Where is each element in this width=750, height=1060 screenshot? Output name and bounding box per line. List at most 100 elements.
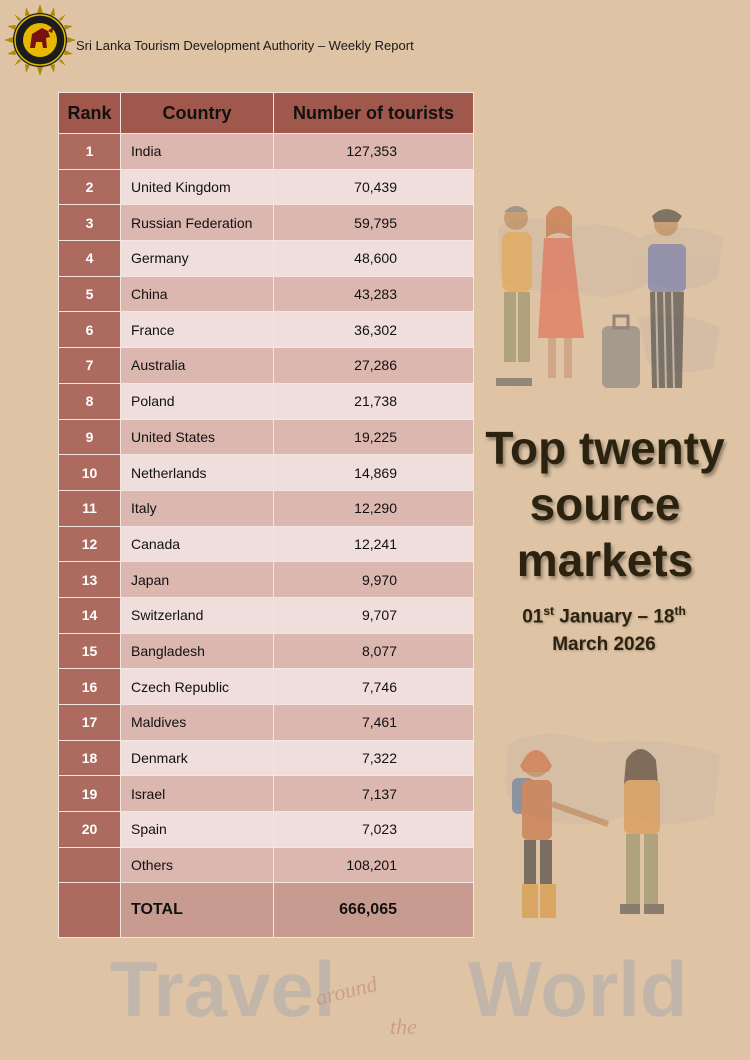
tourist-count-cell: 70,439 bbox=[273, 168, 474, 206]
tourists-with-luggage-icon bbox=[496, 206, 723, 389]
rank-cell: 15 bbox=[58, 632, 121, 670]
headline-line-1: Top twenty bbox=[485, 422, 725, 474]
start-month: January bbox=[559, 606, 633, 628]
rank-cell: 1 bbox=[58, 133, 121, 170]
tourists-column-header: Number of tourists bbox=[273, 92, 474, 134]
tourist-count-cell: 7,746 bbox=[273, 668, 474, 705]
source-markets-table: Rank Country Number of tourists 1 India 12… bbox=[58, 92, 474, 939]
date-separator: – bbox=[637, 606, 649, 628]
table-row: 5 China 43,283 bbox=[58, 275, 474, 313]
watermark-word-travel: Travel bbox=[110, 945, 336, 1033]
date-range: 01st January – 18th March 2026 bbox=[478, 597, 730, 659]
table-row: 3 Russian Federation 59,795 bbox=[58, 204, 474, 242]
rank-cell: 7 bbox=[58, 347, 121, 384]
end-day-suffix: th bbox=[674, 604, 686, 618]
table-row: 7 Australia 27,286 bbox=[58, 347, 474, 384]
table-row: 10 Netherlands 14,869 bbox=[58, 454, 474, 491]
total-rank-cell bbox=[58, 882, 121, 939]
headline-line-2: source bbox=[529, 478, 681, 530]
year: 2026 bbox=[613, 634, 656, 656]
tourist-count-cell: 48,600 bbox=[273, 240, 474, 277]
total-label: TOTAL bbox=[120, 882, 274, 939]
rank-cell: 10 bbox=[58, 454, 121, 491]
country-cell: United States bbox=[120, 418, 274, 456]
rank-cell: 19 bbox=[58, 775, 121, 813]
country-cell: Russian Federation bbox=[120, 204, 274, 242]
rank-cell bbox=[58, 846, 121, 884]
tourist-count-cell: 43,283 bbox=[273, 275, 474, 313]
tourist-count-cell: 36,302 bbox=[273, 311, 474, 349]
country-cell: United Kingdom bbox=[120, 168, 274, 206]
rank-column-header: Rank bbox=[58, 92, 121, 134]
table-row: 15 Bangladesh 8,077 bbox=[58, 632, 474, 670]
tourist-count-cell: 7,322 bbox=[273, 739, 474, 777]
total-row: TOTAL 666,065 bbox=[58, 882, 474, 939]
country-cell: Germany bbox=[120, 240, 274, 277]
end-month: March bbox=[552, 634, 609, 656]
table-row: Others 108,201 bbox=[58, 846, 474, 884]
country-cell: Italy bbox=[120, 489, 274, 527]
tourist-count-cell: 27,286 bbox=[273, 347, 474, 384]
tourist-count-cell: 59,795 bbox=[273, 204, 474, 242]
tourist-count-cell: 14,869 bbox=[273, 454, 474, 491]
country-cell: Others bbox=[120, 846, 274, 884]
country-cell: Spain bbox=[120, 811, 274, 848]
table-row: 19 Israel 7,137 bbox=[58, 775, 474, 813]
country-cell: Czech Republic bbox=[120, 668, 274, 705]
tourist-count-cell: 21,738 bbox=[273, 382, 474, 420]
tourist-count-cell: 7,137 bbox=[273, 775, 474, 813]
travel-around-the-world-watermark: Travel around the World bbox=[110, 945, 688, 1038]
table-row: 14 Switzerland 9,707 bbox=[58, 596, 474, 634]
headline: Top twenty source markets bbox=[470, 420, 740, 588]
table-row: 1 India 127,353 bbox=[58, 133, 474, 170]
table-body: 1 India 127,353 2 United Kingdom 70,439 3 Russi… bbox=[58, 133, 474, 939]
country-cell: China bbox=[120, 275, 274, 313]
tourist-count-cell: 108,201 bbox=[273, 846, 474, 884]
rank-cell: 20 bbox=[58, 811, 121, 848]
table-row: 4 Germany 48,600 bbox=[58, 240, 474, 277]
country-cell: Netherlands bbox=[120, 454, 274, 491]
rank-cell: 4 bbox=[58, 240, 121, 277]
tourist-count-cell: 19,225 bbox=[273, 418, 474, 456]
country-cell: Bangladesh bbox=[120, 632, 274, 670]
table-row: 16 Czech Republic 7,746 bbox=[58, 668, 474, 705]
country-cell: Japan bbox=[120, 561, 274, 598]
country-cell: Maldives bbox=[120, 704, 274, 741]
tourist-count-cell: 127,353 bbox=[273, 133, 474, 170]
rank-cell: 12 bbox=[58, 525, 121, 563]
rank-cell: 8 bbox=[58, 382, 121, 420]
tourist-count-cell: 7,461 bbox=[273, 704, 474, 741]
table-row: 6 France 36,302 bbox=[58, 311, 474, 349]
hikers-holding-hands-icon bbox=[505, 734, 720, 918]
table-header-row: Rank Country Number of tourists bbox=[58, 92, 474, 134]
rank-cell: 14 bbox=[58, 596, 121, 634]
tourist-count-cell: 12,241 bbox=[273, 525, 474, 563]
table-row: 18 Denmark 7,322 bbox=[58, 739, 474, 777]
rank-cell: 13 bbox=[58, 561, 121, 598]
tourist-count-cell: 9,970 bbox=[273, 561, 474, 598]
country-cell: Australia bbox=[120, 347, 274, 384]
tourist-count-cell: 8,077 bbox=[273, 632, 474, 670]
country-cell: India bbox=[120, 133, 274, 170]
country-cell: Switzerland bbox=[120, 596, 274, 634]
start-day-suffix: st bbox=[543, 604, 555, 618]
rank-cell: 18 bbox=[58, 739, 121, 777]
watermark-word-the: the bbox=[390, 1014, 417, 1038]
rank-cell: 11 bbox=[58, 489, 121, 527]
rank-cell: 2 bbox=[58, 168, 121, 206]
watermark-word-world: World bbox=[468, 945, 688, 1033]
country-cell: Poland bbox=[120, 382, 274, 420]
total-count: 666,065 bbox=[273, 882, 474, 939]
table-row: 20 Spain 7,023 bbox=[58, 811, 474, 848]
rank-cell: 17 bbox=[58, 704, 121, 741]
rank-cell: 6 bbox=[58, 311, 121, 349]
table-row: 8 Poland 21,738 bbox=[58, 382, 474, 420]
report-title: Sri Lanka Tourism Development Authority … bbox=[76, 38, 414, 53]
country-cell: Israel bbox=[120, 775, 274, 813]
country-column-header: Country bbox=[120, 92, 274, 134]
country-cell: France bbox=[120, 311, 274, 349]
sri-lanka-tourism-emblem-icon bbox=[4, 4, 76, 76]
table-row: 17 Maldives 7,461 bbox=[58, 704, 474, 741]
tourist-count-cell: 12,290 bbox=[273, 489, 474, 527]
tourist-count-cell: 9,707 bbox=[273, 596, 474, 634]
